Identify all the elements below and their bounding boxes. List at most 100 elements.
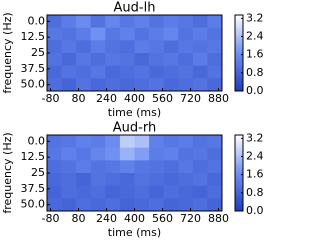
- x-tick-label: -80: [42, 92, 60, 105]
- x-tick-label: 400: [124, 92, 145, 105]
- x-tick-label: -80: [42, 212, 60, 225]
- heatmap-cell: [178, 27, 194, 41]
- heatmap-cell: [76, 147, 92, 161]
- heatmap-cell: [192, 135, 208, 148]
- heatmap-cell: [207, 40, 223, 54]
- colorbar-tick-label: 0.0: [246, 204, 264, 217]
- heatmap-cell: [119, 185, 135, 199]
- heatmap-cell: [178, 185, 194, 199]
- heatmap-cell: [207, 198, 223, 212]
- heatmap-cell: [47, 135, 62, 148]
- heatmap-cell: [192, 65, 208, 79]
- heatmap-cell: [163, 53, 179, 66]
- heatmap-cell: [149, 173, 164, 186]
- x-tick-label: 720: [180, 212, 201, 225]
- colorbar-tick-label: 1.6: [246, 48, 264, 61]
- heatmap-cell: [76, 198, 92, 212]
- x-axis-label: time (ms): [108, 226, 161, 239]
- x-axis-label: time (ms): [108, 106, 161, 119]
- y-tick-label: 50.0: [21, 78, 46, 91]
- colorbar-tick-label: 0.0: [246, 84, 264, 97]
- heatmap-cell: [178, 160, 194, 174]
- heatmap-cell: [134, 185, 150, 199]
- heatmap-cell: [163, 15, 179, 28]
- x-tick-label: 880: [208, 212, 229, 225]
- heatmap-cell: [76, 65, 92, 79]
- colorbar-tick-label: 0.8: [246, 186, 264, 199]
- heatmap-cell: [119, 147, 135, 161]
- x-tick-label: 560: [152, 92, 173, 105]
- heatmap-cell: [207, 135, 223, 148]
- heatmap-cell: [47, 147, 62, 161]
- heatmap-cell: [192, 78, 208, 92]
- heatmap-cell: [192, 147, 208, 161]
- heatmap-cell: [90, 78, 106, 92]
- heatmap-cell: [61, 15, 77, 28]
- heatmap-cell: [61, 135, 77, 148]
- heatmap-cell: [134, 135, 150, 148]
- x-tick-label: 80: [72, 212, 86, 225]
- chart-title: Aud-rh: [113, 121, 156, 136]
- heatmap-cell: [119, 78, 135, 92]
- y-axis-label: frequency (Hz): [1, 12, 14, 93]
- heatmap-cell: [90, 160, 106, 174]
- heatmap-cell: [178, 147, 194, 161]
- y-tick-label: 25: [31, 46, 45, 59]
- heatmap-cell: [163, 27, 179, 41]
- heatmap-cell: [163, 135, 179, 148]
- x-tick-label: 880: [208, 92, 229, 105]
- heatmap-cell: [178, 198, 194, 212]
- heatmap-cell: [149, 27, 164, 41]
- y-tick-label: 12.5: [21, 150, 46, 163]
- heatmap-cell: [76, 135, 92, 148]
- heatmap-cell: [163, 78, 179, 92]
- heatmap-cell: [105, 65, 121, 79]
- heatmap-cell: [192, 27, 208, 41]
- heatmap-cell: [90, 53, 106, 66]
- x-tick-label: 560: [152, 212, 173, 225]
- heatmap-cell: [47, 27, 62, 41]
- heatmap-cell: [163, 40, 179, 54]
- heatmap-cell: [90, 147, 106, 161]
- colorbar-tick-label: 2.4: [246, 30, 264, 43]
- colorbar-tick-label: 2.4: [246, 150, 264, 163]
- heatmap-cell: [207, 185, 223, 199]
- heatmap-cell: [119, 173, 135, 186]
- heatmap-cell: [76, 185, 92, 199]
- heatmap-cell: [178, 135, 194, 148]
- colorbar-tick-label: 0.8: [246, 66, 264, 79]
- heatmap-cell: [149, 185, 164, 199]
- heatmap-cell: [119, 27, 135, 41]
- heatmap-cell: [47, 40, 62, 54]
- heatmap-cell: [61, 147, 77, 161]
- heatmap-cell: [105, 78, 121, 92]
- heatmap-cell: [207, 27, 223, 41]
- heatmap-cell: [178, 78, 194, 92]
- colorbar-tick-label: 3.2: [246, 131, 264, 144]
- heatmap-cell: [207, 15, 223, 28]
- y-tick-label: 0.0: [28, 134, 46, 147]
- y-tick-label: 37.5: [21, 62, 46, 75]
- heatmap-cell: [163, 185, 179, 199]
- heatmap-cell: [119, 15, 135, 28]
- x-tick-label: 720: [180, 92, 201, 105]
- heatmap-cell: [76, 40, 92, 54]
- heatmap-cell: [90, 15, 106, 28]
- heatmap-cell: [192, 160, 208, 174]
- heatmap-cell: [163, 65, 179, 79]
- heatmap-cell: [90, 198, 106, 212]
- heatmap-cell: [163, 147, 179, 161]
- heatmap-cell: [119, 198, 135, 212]
- heatmap-cell: [61, 185, 77, 199]
- chart: Aud-lh -80 80 240 400 560 720 880 0.0 12.5 25 37.5 5…: [1, 1, 264, 240]
- colorbar-tick-label: 3.2: [246, 11, 264, 24]
- heatmap-cell: [134, 53, 150, 66]
- heatmap-cell: [149, 147, 164, 161]
- heatmap-cell: [105, 173, 121, 186]
- heatmap-cell: [134, 198, 150, 212]
- heatmap-cell: [119, 65, 135, 79]
- heatmap-cell: [178, 40, 194, 54]
- heatmap-cell: [207, 160, 223, 174]
- heatmap-cell: [76, 173, 92, 186]
- heatmap-cell: [61, 40, 77, 54]
